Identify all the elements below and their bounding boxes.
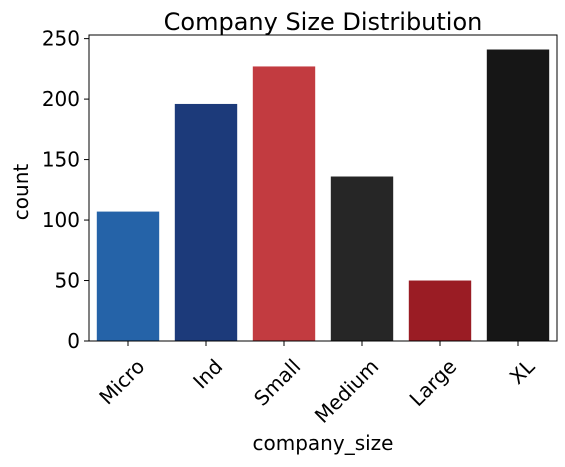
bar-ind <box>174 103 238 342</box>
y-tick-label: 100 <box>42 208 80 232</box>
plot-frame <box>88 34 558 342</box>
bar-medium <box>330 176 394 341</box>
chart-title: Company Size Distribution <box>164 8 483 36</box>
bars <box>96 49 550 342</box>
y-tick-label: 250 <box>42 27 80 51</box>
bar-large <box>408 280 472 341</box>
x-tick-label-ind: Ind <box>188 354 227 393</box>
x-tick-label-xl: XL <box>505 354 540 389</box>
y-tick-label: 0 <box>67 329 80 353</box>
x-tick-label-micro: Micro <box>94 354 149 409</box>
y-tick-label: 50 <box>55 269 80 293</box>
x-axis-ticks: Micro Ind Small Medium Large XL <box>94 341 540 428</box>
x-axis-label: company_size <box>253 431 394 455</box>
bar-micro <box>96 211 160 341</box>
y-tick-label: 200 <box>42 87 80 111</box>
x-tick-label-small: Small <box>249 354 305 410</box>
bar-xl <box>486 49 550 342</box>
bar-small <box>252 66 316 341</box>
y-axis-ticks: 0 50 100 150 200 250 <box>42 27 89 353</box>
y-axis-label: count <box>9 164 33 221</box>
x-tick-label-medium: Medium <box>310 354 384 428</box>
y-tick-label: 150 <box>42 148 80 172</box>
x-tick-label-large: Large <box>405 354 462 411</box>
